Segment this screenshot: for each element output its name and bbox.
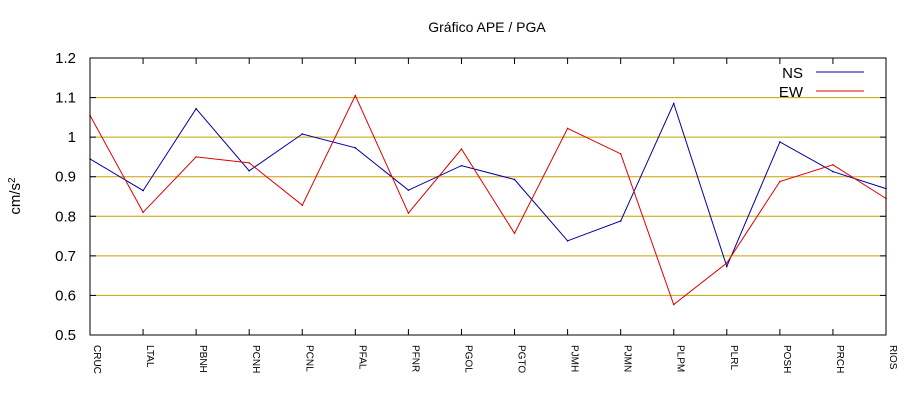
chart-title: Gráfico APE / PGA	[428, 19, 546, 35]
data-point-ew	[513, 232, 516, 235]
x-tick-label: PJMN	[622, 345, 633, 372]
data-point-ns	[301, 133, 304, 135]
y-axis-label-unit: cm/s	[7, 183, 24, 215]
data-point-ns	[832, 170, 834, 173]
x-axis-ticks: CRUC LTAL PBNH PCNH PCNL PFAL PFNR PGOL PGTO PJMH…	[89, 58, 898, 374]
x-tick-label: PRCH	[834, 345, 845, 373]
x-tick-label: PFAL	[356, 345, 367, 370]
data-point-ns	[142, 189, 144, 192]
x-tick-label: PLPM	[675, 345, 686, 372]
data-point-ew	[407, 212, 410, 214]
data-point-ns	[566, 240, 569, 242]
y-tick-label: 0.7	[55, 248, 76, 265]
y-tick-label: 0.8	[55, 208, 76, 225]
data-point-ew	[672, 303, 675, 306]
legend-label: EW	[779, 84, 804, 101]
data-point-ns	[619, 220, 622, 222]
data-point-ew	[832, 164, 834, 166]
x-tick-label: LTAL	[144, 345, 155, 368]
data-point-ns	[513, 178, 516, 181]
y-tick-label: 0.6	[55, 287, 76, 304]
y-tick-label: 1.1	[55, 90, 76, 107]
data-point-ns	[672, 102, 675, 105]
y-tick-label: 1.2	[55, 50, 76, 67]
y-tick-label: 0.5	[55, 327, 76, 344]
series-lines	[89, 94, 887, 306]
data-point-ew	[301, 204, 304, 207]
data-point-ns	[248, 169, 250, 172]
y-tick-label: 0.9	[55, 169, 76, 186]
x-tick-label: PFNR	[409, 345, 420, 372]
data-point-ns	[460, 164, 463, 167]
x-tick-label: RIOS	[887, 345, 898, 370]
x-tick-label: PCNL	[303, 345, 314, 372]
data-point-ns	[779, 141, 781, 143]
data-point-ew	[566, 127, 569, 130]
x-tick-label: POSH	[781, 345, 792, 373]
y-tick-label: 1	[68, 129, 76, 146]
data-point-ew	[726, 262, 728, 264]
data-point-ew	[779, 180, 781, 183]
data-point-ew	[460, 148, 463, 150]
series-line-ns	[89, 102, 887, 268]
data-point-ns	[354, 147, 357, 149]
data-point-ew	[619, 152, 622, 155]
legend: NS EW	[779, 65, 864, 101]
data-point-ew	[248, 162, 250, 164]
x-tick-label: PLRL	[728, 345, 739, 370]
data-point-ns	[195, 107, 197, 110]
data-point-ew	[354, 94, 357, 97]
data-point-ns	[726, 265, 728, 268]
y-axis-label: cm/s2	[7, 177, 25, 215]
data-point-ns	[407, 189, 410, 191]
x-tick-label: PGTO	[516, 345, 527, 373]
x-tick-label: PGOL	[462, 345, 473, 373]
plot-frame	[89, 57, 887, 336]
data-point-ew	[195, 156, 197, 158]
series-line-ew	[89, 94, 887, 306]
y-axis-label-exponent: 2	[7, 177, 18, 183]
data-point-ew	[142, 211, 144, 214]
grid-lines	[90, 97, 886, 296]
x-tick-label: PJMH	[569, 345, 580, 372]
legend-label: NS	[782, 65, 803, 82]
x-tick-label: PCNH	[250, 345, 261, 373]
x-tick-label: PBNH	[197, 345, 208, 373]
x-tick-label: CRUC	[91, 345, 102, 374]
y-axis-ticks: 0.5 0.6 0.7 0.8 0.9 1 1.1 1.2	[55, 50, 886, 344]
